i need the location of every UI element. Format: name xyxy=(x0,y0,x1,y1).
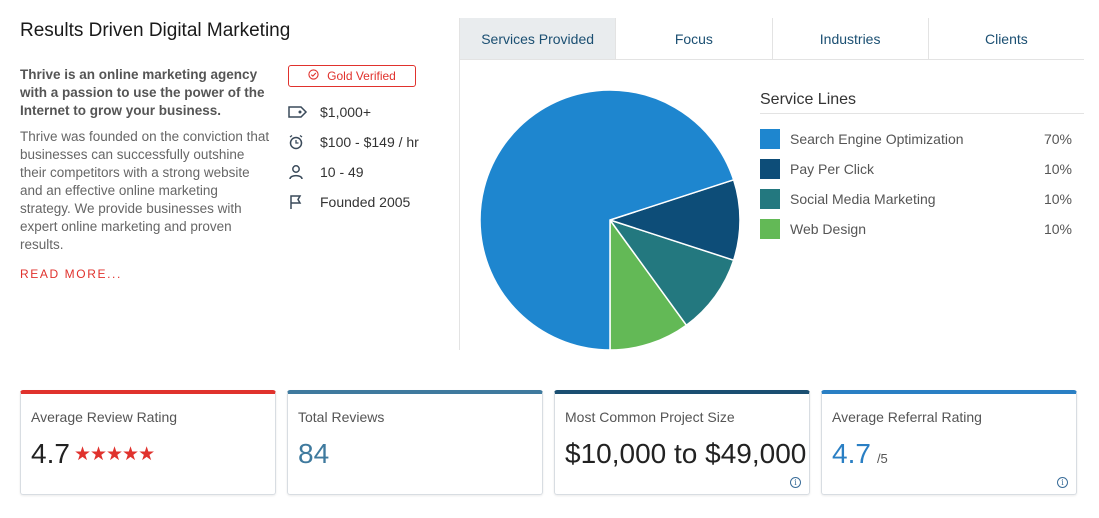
card-value: 4.7 ★★★★★ xyxy=(31,438,155,469)
legend-swatch xyxy=(760,189,780,209)
legend-percent: 10% xyxy=(1043,191,1072,207)
tab-industries[interactable]: Industries xyxy=(773,18,929,59)
legend-percent: 10% xyxy=(1043,221,1072,237)
company-facts: $1,000+ $100 - $149 / hr 10 - 49 Founded… xyxy=(288,97,419,217)
card-label: Average Review Rating xyxy=(31,409,178,425)
legend-item: Social Media Marketing 10% xyxy=(760,184,1072,214)
legend-item: Web Design 10% xyxy=(760,214,1072,244)
pie-slice-search-engine-optimization xyxy=(479,89,735,351)
service-lines-legend: Search Engine Optimization 70% Pay Per C… xyxy=(760,124,1072,244)
legend-item: Search Engine Optimization 70% xyxy=(760,124,1072,154)
founded-year: Founded 2005 xyxy=(288,187,419,217)
service-lines-pie-chart xyxy=(479,89,741,351)
flag-icon xyxy=(288,194,320,210)
legend-label: Search Engine Optimization xyxy=(790,131,964,147)
tab-focus[interactable]: Focus xyxy=(616,18,773,59)
tab-services-provided[interactable]: Services Provided xyxy=(460,18,617,59)
agency-lead-text: Thrive is an online marketing agency wit… xyxy=(20,67,265,118)
pie-slice-web-design xyxy=(609,217,688,351)
legend-percent: 10% xyxy=(1043,161,1072,177)
pie-slice-social-media-marketing xyxy=(608,218,735,327)
min-project-size: $1,000+ xyxy=(288,97,419,127)
card-value: 84 xyxy=(298,438,330,469)
card-label: Average Referral Rating xyxy=(832,409,982,425)
read-more-link[interactable]: READ MORE... xyxy=(20,267,122,281)
rating-scale: /5 xyxy=(876,451,888,466)
total-reviews-card: Total Reviews 84 xyxy=(287,390,543,495)
column-divider xyxy=(459,18,460,350)
legend-label: Pay Per Click xyxy=(790,161,875,177)
legend-swatch xyxy=(760,159,780,179)
legend-swatch xyxy=(760,129,780,149)
summary-stats: Average Review Rating 4.7 ★★★★★ Total Rev… xyxy=(20,390,1077,495)
hourly-rate: $100 - $149 / hr xyxy=(288,127,419,157)
legend-percent: 70% xyxy=(1043,131,1072,147)
verified-check-icon xyxy=(308,69,319,83)
card-label: Most Common Project Size xyxy=(565,409,735,425)
card-value: 4.7/5 xyxy=(832,438,888,469)
card-value: $10,000 to $49,000 xyxy=(565,438,807,469)
price-tag-icon xyxy=(288,105,320,119)
page-title: Results Driven Digital Marketing xyxy=(20,20,291,41)
badge-label: Gold Verified xyxy=(327,69,396,83)
rating-stars-icon: ★★★★★ xyxy=(73,444,155,465)
service-tabs: Services Provided Focus Industries Clien… xyxy=(460,18,1084,60)
person-icon xyxy=(288,164,320,180)
alarm-clock-icon xyxy=(288,134,320,150)
legend-swatch xyxy=(760,219,780,239)
legend-label: Social Media Marketing xyxy=(790,191,936,207)
employee-count: 10 - 49 xyxy=(288,157,419,187)
legend-item: Pay Per Click 10% xyxy=(760,154,1072,184)
info-icon[interactable]: i xyxy=(790,477,801,488)
service-lines-title: Service Lines xyxy=(760,91,1084,114)
referral-rating-card: Average Referral Rating 4.7/5 i xyxy=(821,390,1077,495)
legend-label: Web Design xyxy=(790,221,867,237)
tab-clients[interactable]: Clients xyxy=(984,30,1028,47)
gold-verified-badge: Gold Verified xyxy=(288,65,416,87)
pie-slice-pay-per-click xyxy=(607,178,741,262)
card-label: Total Reviews xyxy=(298,409,385,425)
agency-description: Thrive was founded on the conviction tha… xyxy=(20,129,270,252)
info-icon[interactable]: i xyxy=(1057,477,1068,488)
average-review-rating-card: Average Review Rating 4.7 ★★★★★ xyxy=(20,390,276,495)
project-size-card: Most Common Project Size $10,000 to $49,… xyxy=(554,390,810,495)
